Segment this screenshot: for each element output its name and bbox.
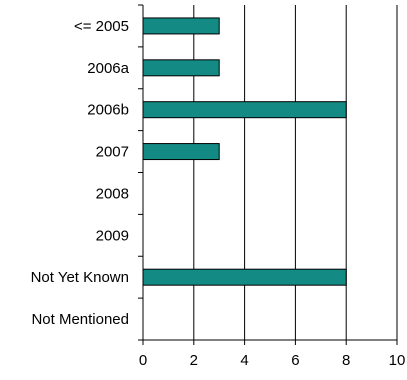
bar-1 (142, 59, 220, 77)
bar-2 (142, 101, 347, 119)
category-label-0: <= 2005 (74, 18, 129, 35)
bars (142, 17, 347, 286)
x-tick-label-10: 10 (389, 352, 406, 369)
x-tick-label-2: 2 (190, 352, 198, 369)
x-tick-label-0: 0 (139, 352, 147, 369)
x-tick-labels: 0 2 4 6 8 10 (139, 352, 406, 369)
category-label-5: 2009 (96, 227, 129, 244)
axes (138, 4, 398, 345)
bar-0 (142, 17, 220, 35)
x-tick-label-4: 4 (240, 352, 248, 369)
category-label-6: Not Yet Known (31, 269, 129, 286)
bar-3 (142, 143, 220, 161)
bar-6 (142, 268, 347, 286)
category-labels: <= 2005 2006a 2006b 2007 2008 2009 Not Yet Kno… (31, 18, 130, 328)
category-label-7: Not Mentioned (31, 311, 129, 328)
x-tick-label-8: 8 (342, 352, 350, 369)
category-label-2: 2006b (87, 102, 129, 119)
category-label-4: 2008 (96, 185, 129, 202)
category-label-3: 2007 (96, 144, 129, 161)
x-tick-label-6: 6 (291, 352, 299, 369)
category-label-1: 2006a (87, 60, 129, 77)
